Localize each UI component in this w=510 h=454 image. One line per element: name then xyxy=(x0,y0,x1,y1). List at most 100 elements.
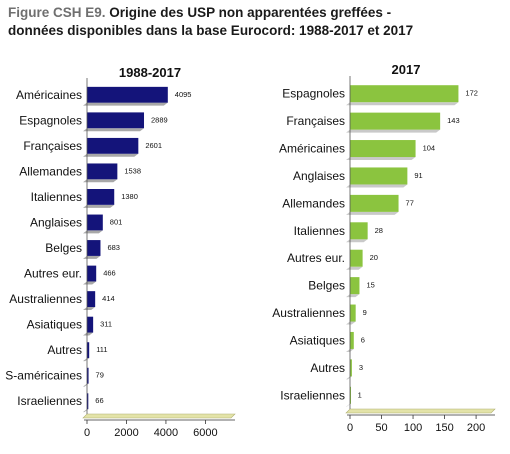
left-category-label: Autres eur. xyxy=(24,267,82,281)
right-value-label: 143 xyxy=(447,116,460,125)
right-category-label: Autres eur. xyxy=(287,251,345,265)
right-value-label: 77 xyxy=(406,198,414,207)
right-category-label: Autres xyxy=(310,361,345,375)
left-bar xyxy=(87,163,118,180)
left-bar xyxy=(87,189,115,205)
right-bar xyxy=(350,359,352,377)
left-category-label: S-américaines xyxy=(5,369,82,383)
right-x-tick-label: 200 xyxy=(467,422,485,434)
right-value-label: 28 xyxy=(375,226,383,235)
right-bar-shadow xyxy=(346,294,360,298)
right-bar-shadow xyxy=(346,129,441,133)
left-category-label: Françaises xyxy=(23,139,82,153)
left-bar xyxy=(87,137,139,154)
left-bar-shadow xyxy=(83,332,94,336)
left-category-label: Anglaises xyxy=(30,215,82,229)
right-category-label: Allemandes xyxy=(282,196,345,210)
left-chart: 1988-2017 Américaines 4095 Espagnoles 2889 Fr… xyxy=(5,65,236,439)
right-x-tick-label: 100 xyxy=(404,422,422,434)
figure-title: Figure CSH E9. Origine des USP non appar… xyxy=(8,4,503,40)
left-value-label: 2889 xyxy=(151,115,168,124)
right-value-label: 3 xyxy=(359,363,363,372)
right-axis-floor xyxy=(345,408,496,414)
left-x-tick-label: 2000 xyxy=(114,427,138,439)
left-bar xyxy=(87,214,103,231)
right-bar xyxy=(350,304,356,322)
right-x-tick-label: 0 xyxy=(347,422,353,434)
left-value-label: 1538 xyxy=(124,166,141,175)
left-bar xyxy=(87,316,94,333)
left-bar-shadow xyxy=(83,230,103,234)
figure-title-prefix: Figure CSH E9. xyxy=(8,5,106,20)
right-bar-shadow xyxy=(346,266,363,270)
left-value-label: 4095 xyxy=(175,90,192,99)
left-bar-shadow xyxy=(83,255,101,259)
left-x-tick-label: 6000 xyxy=(193,427,217,439)
right-value-label: 9 xyxy=(363,308,367,317)
left-bar-shadow xyxy=(83,179,118,183)
right-value-label: 20 xyxy=(370,253,378,262)
right-bar-shadow xyxy=(346,376,352,380)
right-category-label: Asiatiques xyxy=(290,333,345,347)
right-bar-shadow xyxy=(346,211,399,215)
left-category-label: Espagnoles xyxy=(19,113,82,127)
right-bar xyxy=(350,331,354,349)
left-value-label: 683 xyxy=(107,243,120,252)
right-bar xyxy=(350,112,441,130)
right-chart-title: 2017 xyxy=(392,62,421,77)
left-value-label: 79 xyxy=(96,371,104,380)
right-bar xyxy=(350,222,368,240)
right-bar xyxy=(350,194,399,212)
left-bar xyxy=(87,86,168,103)
right-category-label: Italiennes xyxy=(294,224,345,238)
left-value-label: 2601 xyxy=(145,141,162,150)
left-category-label: Israeliennes xyxy=(17,394,82,408)
left-category-label: Allemandes xyxy=(19,164,82,178)
left-bar xyxy=(87,342,90,359)
left-value-label: 66 xyxy=(95,396,103,405)
left-category-label: Asiatiques xyxy=(27,318,82,332)
right-category-label: Israeliennes xyxy=(280,388,345,402)
right-x-tick-label: 50 xyxy=(375,422,387,434)
right-value-label: 104 xyxy=(423,144,436,153)
left-value-label: 111 xyxy=(96,345,107,354)
left-chart-title: 1988-2017 xyxy=(119,65,181,80)
right-bar-shadow xyxy=(346,157,416,161)
left-bar xyxy=(87,265,97,282)
right-category-label: Espagnoles xyxy=(282,87,345,101)
right-bar-shadow xyxy=(346,102,459,106)
right-value-label: 1 xyxy=(358,390,362,399)
figure-title-line1: Origine des USP non apparentées greffées… xyxy=(109,5,392,20)
figure-title-line2: données disponibles dans la base Eurocor… xyxy=(8,23,414,38)
left-bar xyxy=(87,367,89,384)
left-bar-shadow xyxy=(83,153,139,157)
right-category-label: Australiennes xyxy=(272,306,345,320)
right-value-label: 172 xyxy=(465,89,478,98)
right-category-label: Belges xyxy=(308,279,345,293)
left-bar xyxy=(87,291,96,307)
left-bar-shadow xyxy=(83,102,168,106)
left-bar-shadow xyxy=(83,306,96,310)
right-category-label: Françaises xyxy=(286,114,345,128)
left-axis-floor xyxy=(82,413,236,419)
left-bar-shadow xyxy=(83,383,89,387)
right-bar xyxy=(350,140,416,158)
left-value-label: 414 xyxy=(102,294,115,303)
left-value-label: 1380 xyxy=(121,192,138,201)
right-bar-shadow xyxy=(346,239,368,243)
left-value-label: 466 xyxy=(103,269,116,278)
right-bar xyxy=(350,249,363,267)
left-bar xyxy=(87,393,89,410)
left-value-label: 311 xyxy=(100,320,112,329)
right-bar-shadow xyxy=(346,184,408,188)
left-bar xyxy=(87,112,145,129)
right-bar xyxy=(350,85,459,103)
left-value-label: 801 xyxy=(110,217,123,226)
left-x-tick-label: 0 xyxy=(84,427,90,439)
right-bar-shadow xyxy=(346,321,356,325)
right-bar xyxy=(350,386,351,404)
right-bar-shadow xyxy=(346,403,351,407)
right-bar xyxy=(350,167,408,185)
right-chart: 2017 Espagnoles 172 Françaises 143 Américaine… xyxy=(272,62,496,434)
